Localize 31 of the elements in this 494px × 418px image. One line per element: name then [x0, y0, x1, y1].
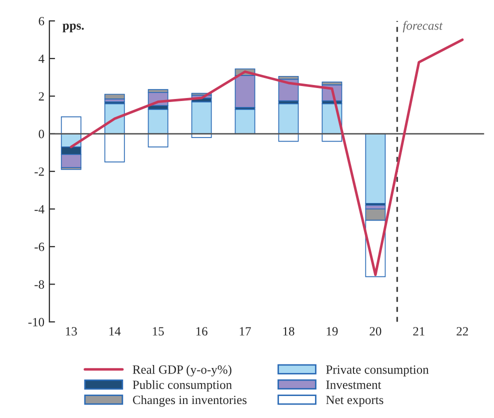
- x-tick-label: 21: [413, 327, 424, 336]
- y-tick-label: 0: [38, 130, 44, 138]
- y-tick-label: -10: [28, 318, 44, 326]
- y-tick-label: 4: [38, 54, 44, 63]
- y-tick-label: -2: [34, 167, 44, 176]
- bar: [365, 133, 386, 204]
- bar: [104, 94, 125, 100]
- y-axis-title: pps.: [62, 24, 84, 32]
- x-tick-label: 13: [66, 327, 77, 336]
- line-series: [70, 38, 464, 276]
- legend-label: Real GDP (y-o-y%): [132, 365, 232, 376]
- x-tick-label: 14: [109, 327, 121, 336]
- legend-label: Investment: [326, 380, 382, 389]
- y-tick-label: 2: [38, 92, 44, 100]
- y-tick-label: 6: [38, 16, 44, 26]
- x-tick-label: 18: [283, 327, 294, 336]
- x-tick-label: 15: [152, 327, 164, 336]
- x-tick-label: 20: [370, 327, 382, 336]
- ref-line-label: forecast: [402, 20, 443, 32]
- y-tick-label: -8: [34, 280, 44, 289]
- x-tick-label: 19: [326, 327, 338, 336]
- x-tick-label: 22: [456, 327, 468, 336]
- x-tick-label: 17: [240, 327, 251, 336]
- legend-label: Net exports: [326, 396, 384, 407]
- x-tick-label: 16: [196, 327, 208, 336]
- y-tick-label: -6: [34, 242, 44, 252]
- bar: [191, 101, 212, 134]
- legend-label: Private consumption: [326, 365, 429, 376]
- legend-label: Public consumption: [132, 380, 232, 392]
- y-tick-label: -4: [34, 205, 44, 214]
- legend-label: Changes in inventories: [132, 395, 247, 407]
